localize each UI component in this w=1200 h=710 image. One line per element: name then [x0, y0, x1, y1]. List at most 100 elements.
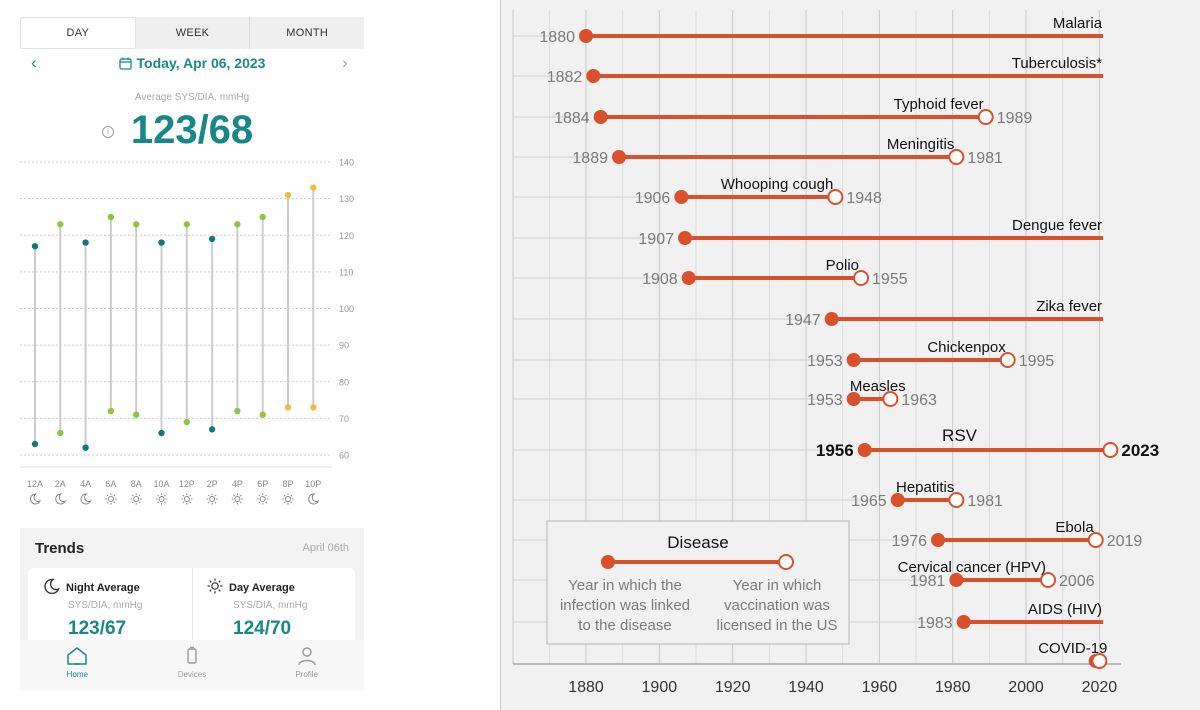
y-tick-label: 60 [339, 451, 349, 461]
systolic-point [57, 221, 64, 228]
sun-rays [181, 493, 193, 505]
chevron-right-icon[interactable]: › [342, 53, 348, 72]
moon-icon [308, 493, 320, 505]
linked-year-dot [846, 353, 861, 367]
disease-name: Whooping cough [721, 176, 834, 193]
sun-ray [113, 501, 116, 504]
legend-left-text: Year in which the [568, 577, 682, 594]
sun-ray [182, 501, 185, 504]
disease-name: COVID-19 [1038, 640, 1107, 657]
date-navigator: ‹ Today, Apr 06, 2023 › [20, 52, 364, 74]
start-year-label: 1953 [807, 353, 843, 370]
y-tick-label: 80 [339, 377, 349, 387]
disease-name: Typhoid fever [894, 96, 984, 113]
legend-left-text: to the disease [578, 617, 671, 634]
disease-name: Measles [850, 378, 906, 395]
average-label: Average SYS/DIA, mmHg [134, 92, 250, 103]
moon-icon [80, 493, 92, 505]
sun-ray [131, 494, 134, 497]
vaccine-year-dot [1102, 442, 1119, 458]
tab-week[interactable]: WEEK [136, 17, 251, 49]
systolic-point [259, 213, 266, 221]
sun-icon [209, 496, 216, 502]
nav-devices[interactable]: Devices [135, 640, 250, 690]
disease-name: Cervical cancer (HPV) [898, 559, 1046, 576]
sun-ray [214, 501, 217, 504]
end-year-label: 1948 [846, 190, 882, 207]
nav-home[interactable]: Home [20, 640, 135, 690]
tab-day[interactable]: DAY [20, 17, 136, 49]
sun-rays [105, 493, 117, 505]
sun-ray [131, 501, 134, 504]
info-icon[interactable]: i [102, 126, 114, 138]
vaccine-year-dot [948, 492, 965, 508]
linked-year-dot [586, 69, 601, 83]
date-text: Today, Apr 06, 2023 [136, 55, 266, 71]
day-average: Day Average SYS/DIA, mmHg 124/70 [192, 568, 355, 648]
diastolic-point [82, 444, 89, 451]
calendar-icon [118, 57, 132, 70]
tab-month[interactable]: MONTH [286, 27, 329, 39]
start-year-label: 1889 [572, 150, 608, 167]
vaccine-year-dot [1087, 532, 1104, 548]
linked-year-dot [678, 231, 693, 245]
y-tick-label: 70 [339, 414, 349, 424]
y-tick-label: 90 [339, 341, 349, 351]
sun-ray [214, 494, 217, 497]
systolic-point [234, 221, 241, 228]
disease-name: AIDS (HIV) [1028, 601, 1102, 618]
diastolic-point [107, 407, 115, 415]
systolic-point [208, 235, 216, 243]
linked-year-dot [890, 493, 905, 507]
period-tabs: DAY WEEK MONTH [20, 17, 364, 49]
sun-ray [265, 501, 268, 504]
bp-range-chart: 60 70 80 90 100 110 120 130 140 12A 2A 4A 6A 8A 10A 12P… [20, 158, 354, 505]
sun-rays [257, 493, 269, 505]
start-year-label: 1907 [638, 231, 674, 248]
end-year-label: 2006 [1059, 573, 1095, 590]
sun-ray [207, 494, 210, 497]
x-tick-label: 2A [55, 479, 66, 489]
x-tick-label: 1880 [568, 679, 604, 696]
night-average-title: Night Average [42, 578, 140, 595]
chevron-left-icon[interactable]: ‹ [31, 53, 37, 72]
sun-ray [138, 501, 141, 504]
y-tick-label: 130 [339, 194, 354, 204]
systolic-point [133, 221, 140, 228]
diastolic-point [259, 411, 266, 418]
end-year-label: 1981 [967, 493, 1003, 510]
sun-rays [206, 493, 218, 505]
average-value: 123/68 [130, 108, 254, 152]
systolic-point [183, 221, 190, 228]
day-average-value: 124/70 [233, 618, 292, 639]
start-year-label: 1882 [547, 69, 583, 86]
x-tick-label: 6P [257, 479, 268, 489]
x-tick-label: 1980 [935, 679, 971, 696]
x-tick-label: 10A [153, 479, 169, 489]
night-average-unit: SYS/DIA, mmHg [68, 600, 143, 611]
end-year-label: 1955 [872, 271, 908, 288]
diastolic-point [183, 418, 190, 426]
date-label[interactable]: Today, Apr 06, 2023 [20, 52, 364, 74]
device-icon [187, 646, 197, 664]
x-tick-label: 1900 [642, 679, 678, 696]
sun-icon [133, 496, 140, 502]
disease-name: Polio [826, 257, 859, 274]
sun-icon [234, 496, 241, 502]
trends-card[interactable]: Night Average SYS/DIA, mmHg 123/67 Day A… [28, 568, 355, 648]
moon-icon [44, 578, 60, 595]
end-year-label: 1981 [967, 150, 1003, 167]
sun-ray [138, 494, 141, 497]
diastolic-point [57, 429, 64, 437]
sun-ray [239, 494, 242, 497]
trends-title: Trends [35, 540, 85, 557]
sun-ray [283, 501, 286, 504]
night-average-value: 123/67 [68, 618, 127, 639]
nav-profile[interactable]: Profile [249, 640, 364, 690]
disease-name: Ebola [1055, 519, 1094, 536]
start-year-label: 1965 [851, 493, 887, 510]
vaccine-timeline: 1880 1900 1920 1940 1960 1980 2000 2020 1880 Mala… [500, 0, 1200, 710]
x-tick-label: 1940 [788, 679, 824, 696]
linked-year-dot [579, 29, 593, 43]
end-year-label: 2019 [1107, 533, 1143, 550]
